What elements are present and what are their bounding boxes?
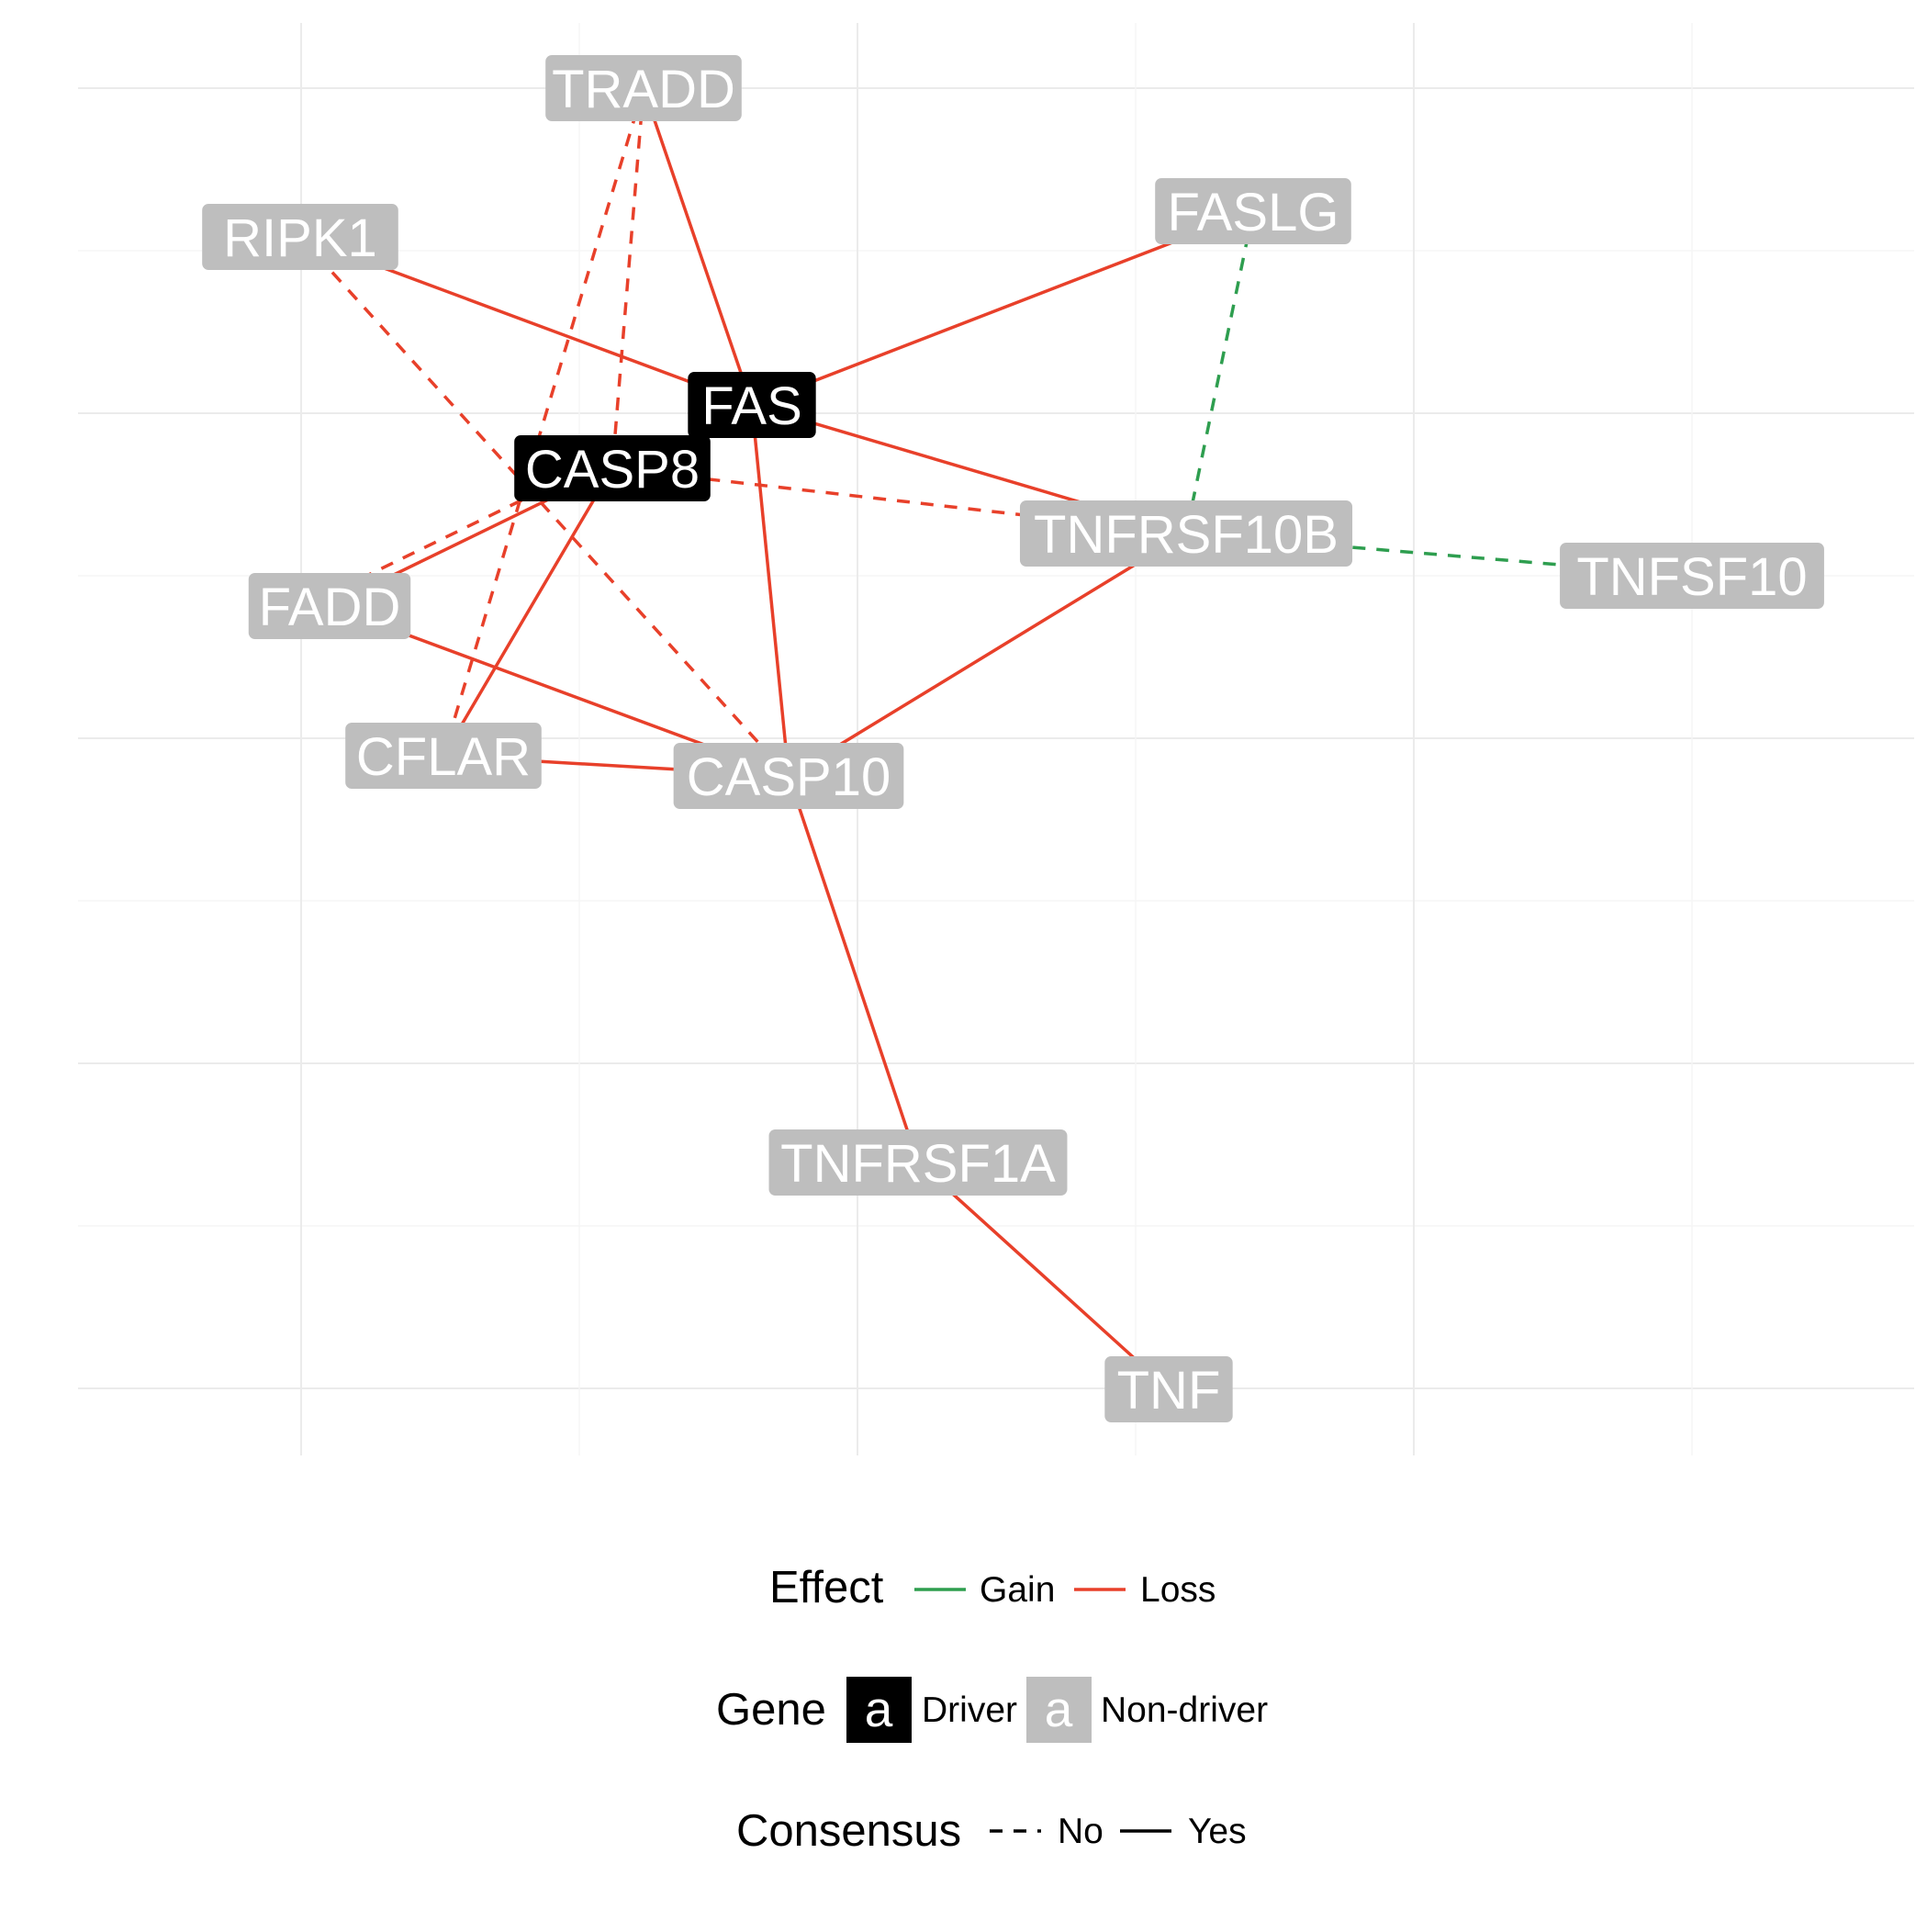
legend-yes-label: Yes: [1188, 1812, 1247, 1851]
node-tnfrsf10b: TNFRSF10B: [1019, 500, 1353, 567]
node-box: [248, 573, 411, 639]
node-box: [1019, 500, 1353, 567]
node-box: [768, 1129, 1068, 1196]
edge-ripk1-casp10: [298, 235, 790, 778]
legend-driver-glyph: a: [865, 1680, 893, 1737]
legend-gain-label: Gain: [980, 1570, 1055, 1610]
node-label: TNFSF10: [1576, 547, 1807, 607]
node-label: TNF: [1117, 1361, 1221, 1421]
node-box: [202, 204, 398, 270]
node-box: [1155, 178, 1351, 244]
node-label: CASP8: [525, 440, 700, 500]
node-casp8: CASP8: [514, 435, 711, 501]
legend-gene-title: Gene: [716, 1685, 826, 1735]
legend-effect: Effect Gain Loss: [769, 1563, 1216, 1612]
node-cflar: CFLAR: [345, 723, 542, 789]
legend-nondriver-swatch: [1026, 1677, 1092, 1743]
node-box: [1560, 543, 1824, 609]
legend-driver-swatch: [846, 1677, 912, 1743]
node-faslg: FASLG: [1155, 178, 1351, 244]
node-label: TNFRSF10B: [1034, 505, 1339, 565]
edge-casp10-tnfrsf1a: [787, 775, 920, 1163]
node-tnfsf10: TNFSF10: [1560, 543, 1824, 609]
node-label: RIPK1: [223, 208, 377, 268]
edge-tnfrsf10b-casp10: [788, 532, 1187, 778]
node-box: [688, 372, 816, 438]
edge-fas-casp10: [750, 404, 790, 777]
node-tnf: TNF: [1104, 1356, 1233, 1422]
legend-consensus-title: Consensus: [736, 1806, 961, 1856]
legend-consensus: Consensus No Yes: [736, 1806, 1247, 1856]
edge-casp8-cflar: [442, 467, 614, 757]
node-label: TNFRSF1A: [780, 1134, 1056, 1194]
legend-gene: Gene a Driver a Non-driver: [716, 1677, 1268, 1743]
node-label: FASLG: [1168, 183, 1339, 242]
legend-loss-label: Loss: [1140, 1570, 1216, 1610]
node-label: CASP10: [687, 747, 891, 807]
node-fas: FAS: [688, 372, 816, 438]
node-casp10: CASP10: [673, 743, 904, 809]
node-tnfrsf1a: TNFRSF1A: [768, 1129, 1068, 1196]
node-label: TRADD: [552, 60, 735, 119]
edge-tnfrsf1a-tnf: [916, 1161, 1171, 1391]
legend-no-label: No: [1058, 1812, 1104, 1851]
edge-tradd-fas: [642, 87, 754, 406]
node-label: CFLAR: [356, 727, 531, 787]
node-box: [514, 435, 711, 501]
node-label: FADD: [259, 578, 401, 637]
node-box: [1104, 1356, 1233, 1422]
node-box: [673, 743, 904, 809]
node-label: FAS: [701, 376, 802, 436]
legend-driver-label: Driver: [922, 1690, 1017, 1730]
node-tradd: TRADD: [545, 55, 742, 121]
legend-nondriver-label: Non-driver: [1101, 1690, 1268, 1730]
node-box: [345, 723, 542, 789]
node-fadd: FADD: [248, 573, 411, 639]
edge-tradd-casp8: [611, 87, 645, 469]
legend-nondriver-glyph: a: [1045, 1680, 1073, 1737]
edge-faslg-tnfrsf10b: [1184, 210, 1255, 534]
edge-tradd-cflar: [442, 87, 645, 757]
node-ripk1: RIPK1: [202, 204, 398, 270]
legend-effect-title: Effect: [769, 1563, 884, 1612]
node-box: [545, 55, 742, 121]
